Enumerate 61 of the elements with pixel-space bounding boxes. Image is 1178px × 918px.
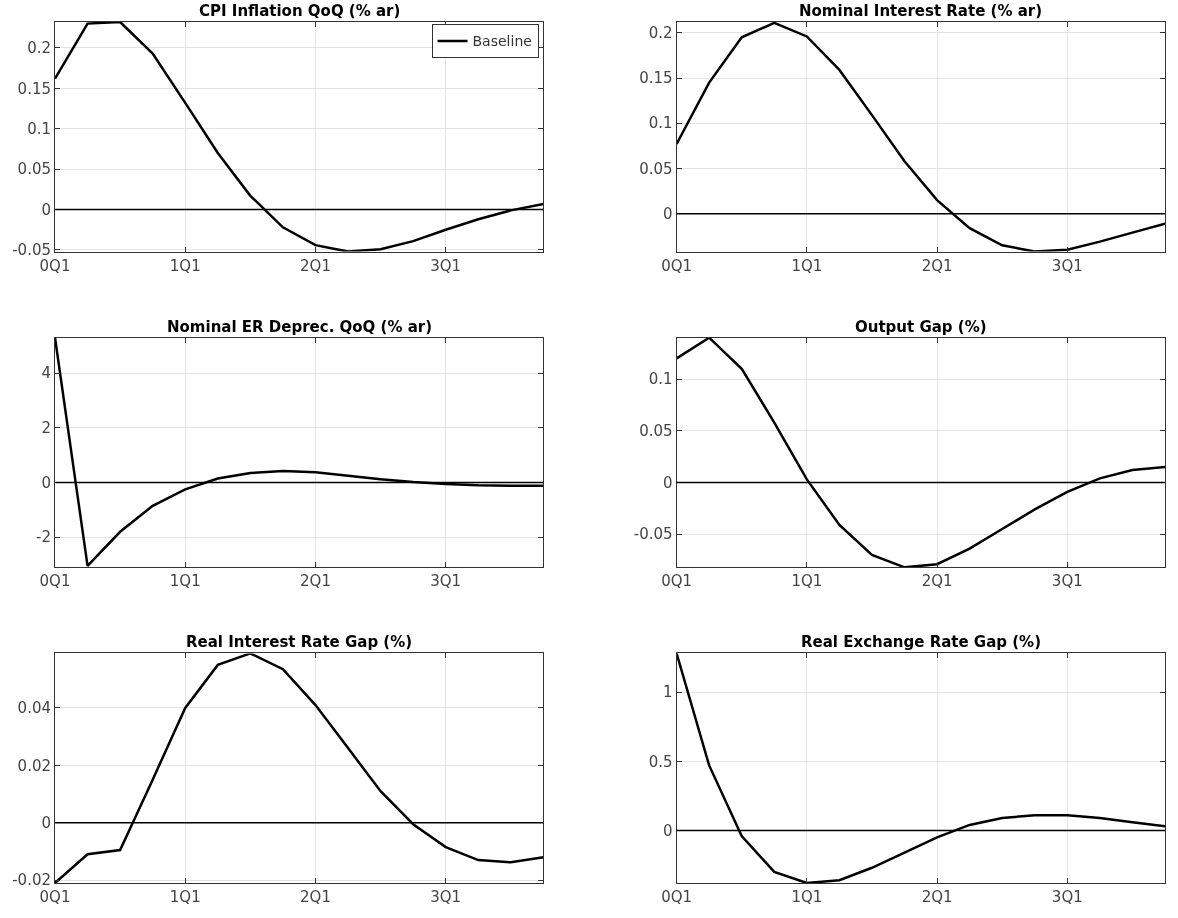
y-tick-label: 0 [41,473,51,492]
line-series [676,22,1165,252]
chart-title: Real Exchange Rate Gap (%) [801,633,1042,651]
y-tick-label: 1 [663,683,673,702]
y-tick-label: 0.05 [639,422,673,441]
y-tick-label: 0 [663,473,673,492]
x-tick-label: 1Q1 [169,888,201,906]
x-tick-label: 3Q1 [430,888,462,906]
x-tick-label: 0Q1 [661,888,693,906]
x-tick-label: 1Q1 [169,572,201,591]
y-tick-label: 0 [41,200,51,219]
legend-label: Baseline [472,33,532,50]
y-tick-label: 0.04 [17,699,51,718]
x-tick-label: 3Q1 [430,572,462,591]
y-tick-label: 0 [663,821,673,840]
chart-title: Nominal Interest Rate (% ar) [799,2,1043,20]
x-tick-label: 0Q1 [39,572,71,591]
y-tick-label: -0.05 [633,525,673,544]
chart-title: CPI Inflation QoQ (% ar) [199,2,401,20]
y-tick-label: -2 [36,528,51,547]
y-tick-label: 0.02 [17,756,51,775]
y-tick-label: 0.15 [639,69,673,88]
line-series [676,337,1165,568]
x-tick-label: 2Q1 [921,888,953,906]
y-tick-label: 0.05 [17,160,51,179]
x-tick-label: 3Q1 [1051,888,1083,906]
x-tick-label: 2Q1 [921,572,953,591]
y-tick-label: 0 [41,813,51,832]
x-tick-label: 0Q1 [661,256,693,275]
line-series [55,653,544,883]
x-tick-label: 1Q1 [169,256,201,275]
chart-title: Output Gap (%) [855,318,987,336]
y-tick-label: 0.2 [27,39,51,58]
x-tick-label: 3Q1 [1051,572,1083,591]
x-tick-label: 0Q1 [39,888,71,906]
y-tick-label: -0.02 [12,871,51,890]
y-tick-label: 0.2 [648,24,673,43]
y-tick-label: 0.1 [648,370,673,389]
line-series [676,653,1165,883]
y-tick-label: 0.5 [648,752,673,771]
x-tick-label: 2Q1 [300,256,331,275]
x-tick-label: 3Q1 [430,256,462,275]
y-tick-label: 0.05 [639,159,673,178]
x-tick-label: 1Q1 [791,256,823,275]
y-tick-label: 0.1 [27,119,51,138]
chart-title: Real Interest Rate Gap (%) [186,633,413,651]
x-tick-label: 2Q1 [921,256,953,275]
chart-title: Nominal ER Deprec. QoQ (% ar) [167,318,433,336]
line-series [55,337,544,568]
x-tick-label: 3Q1 [1051,256,1083,275]
y-tick-label: 4 [41,364,51,383]
x-tick-label: 0Q1 [661,572,693,591]
y-tick-label: 0.15 [17,79,51,98]
line-series [55,22,544,252]
x-tick-label: 1Q1 [791,888,823,906]
x-tick-label: 1Q1 [791,572,823,591]
y-tick-label: 0 [663,204,673,223]
y-tick-label: 0.1 [648,114,673,133]
x-tick-label: 2Q1 [300,572,331,591]
x-tick-label: 2Q1 [300,888,331,906]
y-tick-label: 2 [41,419,51,438]
